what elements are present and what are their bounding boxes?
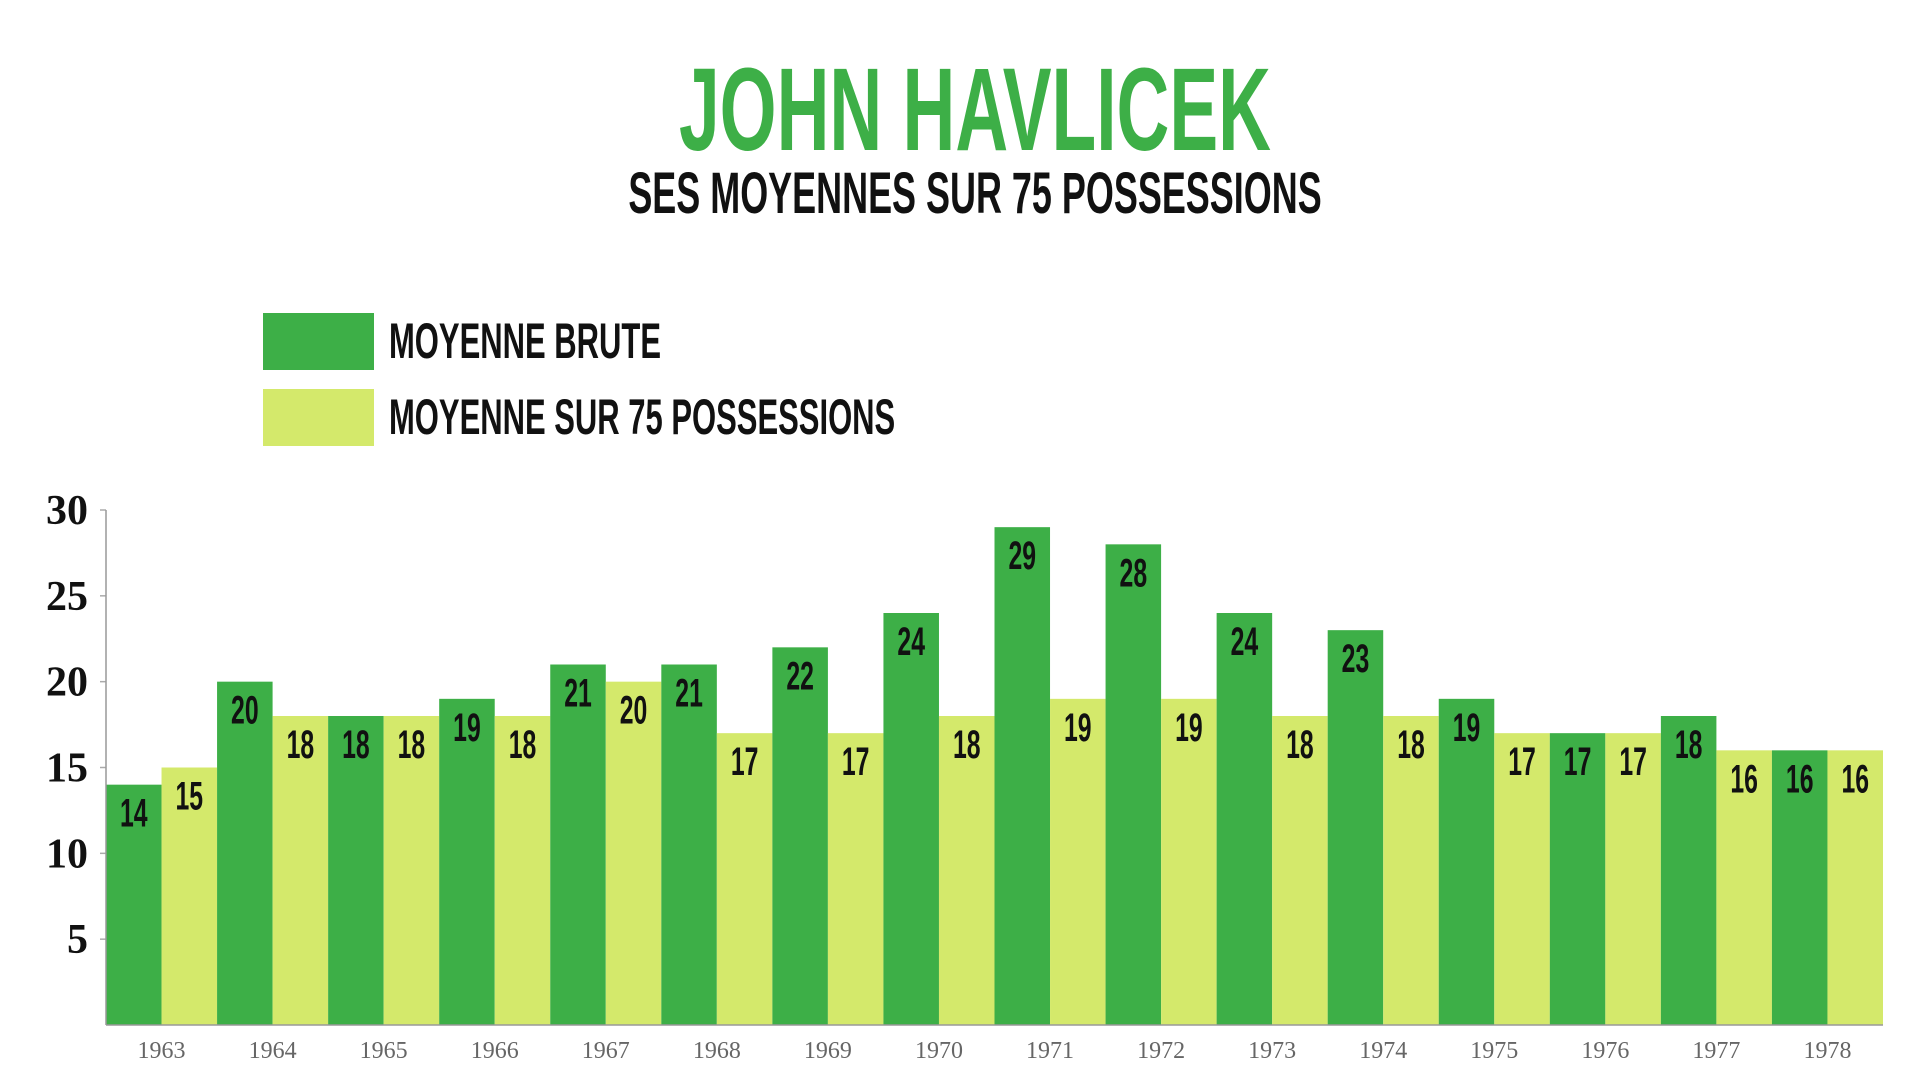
value-label: 19 — [453, 706, 481, 750]
legend-label: MOYENNE SUR 75 POSSESSIONS — [389, 388, 895, 444]
value-label: 23 — [1342, 637, 1370, 681]
value-label: 18 — [398, 723, 426, 767]
value-label: 21 — [675, 672, 703, 716]
chart-subtitle: SES MOYENNES SUR 75 POSSESSIONS — [628, 161, 1321, 226]
value-label: 19 — [1453, 706, 1481, 750]
value-label: 16 — [1786, 757, 1814, 801]
bar — [994, 527, 1051, 1025]
value-label: 17 — [731, 740, 759, 784]
bar — [883, 613, 939, 1025]
x-tick-label: 1973 — [1248, 1038, 1296, 1064]
bar — [1327, 630, 1384, 1025]
y-tick-label: 15 — [46, 746, 88, 792]
bar — [1605, 733, 1661, 1025]
legend-swatch — [263, 389, 374, 446]
bar — [716, 733, 773, 1025]
bar — [1494, 733, 1550, 1025]
value-label: 17 — [842, 740, 870, 784]
bar — [161, 767, 218, 1025]
x-tick-label: 1968 — [693, 1038, 741, 1064]
bar — [494, 716, 551, 1025]
bar — [106, 784, 162, 1025]
value-label: 24 — [1231, 620, 1259, 664]
y-tick-label: 30 — [46, 488, 88, 534]
chart-title: JOHN HAVLICEK — [679, 43, 1271, 175]
bar — [1105, 544, 1162, 1025]
value-label: 18 — [953, 723, 981, 767]
bar — [1161, 698, 1217, 1025]
x-tick-label: 1967 — [582, 1038, 630, 1064]
y-tick-label: 25 — [46, 574, 88, 620]
y-tick-label: 10 — [46, 831, 88, 877]
value-label: 16 — [1730, 757, 1758, 801]
value-label: 17 — [1508, 740, 1536, 784]
value-label: 21 — [564, 672, 592, 716]
value-label: 29 — [1008, 534, 1036, 578]
value-label: 17 — [1564, 740, 1592, 784]
bar — [1438, 698, 1495, 1025]
bar — [383, 716, 440, 1025]
x-tick-label: 1972 — [1137, 1038, 1185, 1064]
x-tick-label: 1964 — [249, 1038, 297, 1064]
value-label: 28 — [1120, 551, 1148, 595]
bar — [1827, 750, 1883, 1025]
value-label: 16 — [1841, 757, 1869, 801]
x-tick-label: 1966 — [471, 1038, 519, 1064]
bar — [1771, 750, 1828, 1025]
x-tick-label: 1969 — [804, 1038, 852, 1064]
value-label: 14 — [120, 792, 148, 836]
legend-swatch — [263, 313, 374, 370]
bar — [827, 733, 884, 1025]
x-tick-label: 1965 — [360, 1038, 408, 1064]
bar — [550, 664, 606, 1025]
value-label: 17 — [1619, 740, 1647, 784]
x-tick-label: 1977 — [1692, 1038, 1740, 1064]
x-tick-label: 1976 — [1581, 1038, 1629, 1064]
x-tick-label: 1963 — [138, 1038, 186, 1064]
x-tick-label: 1975 — [1470, 1038, 1518, 1064]
bar — [1383, 716, 1439, 1025]
bar — [1716, 750, 1772, 1025]
bar — [217, 681, 273, 1025]
legend-label: MOYENNE BRUTE — [389, 312, 661, 368]
bar — [1216, 613, 1273, 1025]
value-label: 15 — [176, 775, 204, 819]
value-label: 18 — [509, 723, 537, 767]
bar — [938, 716, 995, 1025]
bar — [328, 716, 384, 1025]
bar — [439, 698, 495, 1025]
value-label: 24 — [897, 620, 925, 664]
bar — [605, 681, 662, 1025]
x-tick-label: 1978 — [1803, 1038, 1851, 1064]
y-tick-label: 20 — [46, 660, 88, 706]
value-label: 18 — [1397, 723, 1425, 767]
bar — [1660, 716, 1717, 1025]
bar — [1272, 716, 1328, 1025]
bar — [1050, 698, 1106, 1025]
value-label: 19 — [1175, 706, 1203, 750]
value-label: 18 — [1675, 723, 1703, 767]
value-label: 18 — [1286, 723, 1314, 767]
bar — [1549, 733, 1606, 1025]
value-label: 18 — [287, 723, 315, 767]
value-label: 19 — [1064, 706, 1092, 750]
value-label: 18 — [342, 723, 370, 767]
bar — [661, 664, 717, 1025]
value-label: 20 — [620, 689, 648, 733]
bar — [772, 647, 828, 1025]
x-tick-label: 1971 — [1026, 1038, 1074, 1064]
bar — [272, 716, 329, 1025]
value-label: 20 — [231, 689, 259, 733]
value-label: 22 — [786, 654, 814, 698]
plot-area: 5 10 15 20 25 30 14 15 1963 20 18 1964 18 18 1965 19 18 1… — [46, 488, 1883, 1064]
legend: MOYENNE BRUTE MOYENNE SUR 75 POSSESSIONS — [263, 312, 895, 446]
x-tick-label: 1970 — [915, 1038, 963, 1064]
x-tick-label: 1974 — [1359, 1038, 1407, 1064]
y-tick-label: 5 — [67, 917, 88, 963]
